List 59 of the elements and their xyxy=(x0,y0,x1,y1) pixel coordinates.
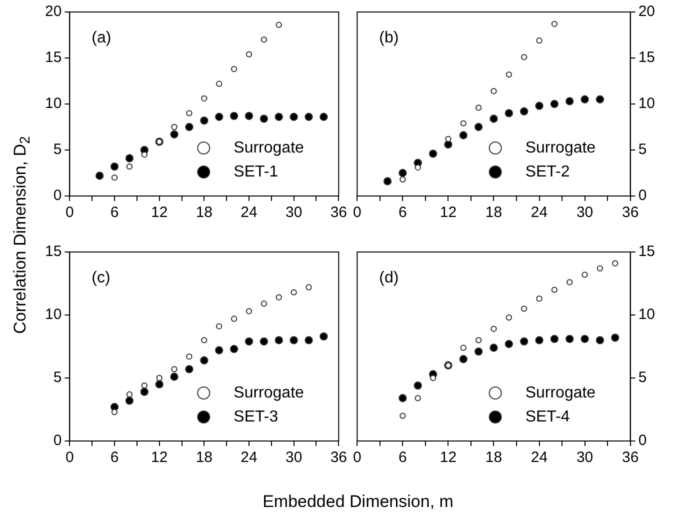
y2-tick-label: 5 xyxy=(638,369,647,386)
legend-label: SET-2 xyxy=(525,163,570,180)
x-tick-label: 36 xyxy=(622,449,639,466)
x-tick-label: 30 xyxy=(576,449,594,466)
x-tick-label: 24 xyxy=(240,204,258,222)
x-tick-label: 0 xyxy=(353,449,362,466)
annotation: (a) xyxy=(92,29,112,46)
legend-label: Surrogate xyxy=(234,384,304,402)
legend-label: Surrogate xyxy=(234,139,304,156)
x-tick-label: 24 xyxy=(530,204,548,222)
x-tick-label: 24 xyxy=(240,449,258,466)
legend-label: SET-4 xyxy=(525,408,570,426)
x-tick-label: 30 xyxy=(285,449,302,466)
legend-label: Surrogate xyxy=(525,139,596,156)
y-tick-label: 15 xyxy=(44,243,62,260)
y2-tick-label: 15 xyxy=(638,49,656,66)
x-tick-label: 0 xyxy=(66,449,74,466)
x-tick-label: 12 xyxy=(151,204,168,222)
x-tick-label: 6 xyxy=(110,204,119,222)
annotation: (c) xyxy=(92,269,110,286)
x-tick-label: 12 xyxy=(440,204,457,222)
x-tick-label: 6 xyxy=(110,449,119,466)
x-tick-label: 18 xyxy=(196,449,213,466)
y2-tick-label: 0 xyxy=(638,432,647,450)
x-tick-label: 12 xyxy=(440,449,457,466)
x-tick-label: 18 xyxy=(485,449,502,466)
x-tick-label: 36 xyxy=(330,204,347,222)
y2-tick-label: 5 xyxy=(638,141,647,158)
y2-tick-label: 0 xyxy=(638,187,647,204)
x-axis-title: Embedded Dimension, m xyxy=(262,492,454,512)
x-tick-label: 36 xyxy=(622,204,639,222)
legend-label: SET-1 xyxy=(234,163,278,180)
legend-label: Surrogate xyxy=(525,384,596,402)
y-tick-label: 15 xyxy=(44,49,62,66)
x-tick-label: 18 xyxy=(485,204,502,222)
y-tick-label: 0 xyxy=(53,432,62,450)
x-tick-label: 0 xyxy=(66,204,74,222)
y-tick-label: 5 xyxy=(53,369,62,386)
x-tick-label: 30 xyxy=(285,204,302,222)
x-tick-label: 6 xyxy=(398,449,407,466)
x-tick-label: 6 xyxy=(398,204,407,222)
y-tick-label: 0 xyxy=(53,187,62,204)
y2-tick-label: 20 xyxy=(638,3,656,20)
x-tick-label: 12 xyxy=(151,449,168,466)
y-tick-label: 20 xyxy=(44,3,62,20)
y2-tick-label: 10 xyxy=(638,306,656,324)
y2-tick-label: 10 xyxy=(638,95,656,112)
y-tick-label: 5 xyxy=(53,141,62,158)
y-tick-label: 10 xyxy=(44,95,62,112)
x-tick-label: 24 xyxy=(530,449,548,466)
x-tick-label: 36 xyxy=(330,449,347,466)
y2-tick-label: 15 xyxy=(638,243,656,260)
x-tick-label: 18 xyxy=(196,204,213,222)
annotation: (b) xyxy=(379,29,399,46)
y-tick-label: 10 xyxy=(44,306,62,324)
annotation: (d) xyxy=(379,269,399,286)
x-tick-label: 0 xyxy=(353,204,362,222)
x-tick-label: 30 xyxy=(576,204,594,222)
legend-label: SET-3 xyxy=(234,408,278,426)
